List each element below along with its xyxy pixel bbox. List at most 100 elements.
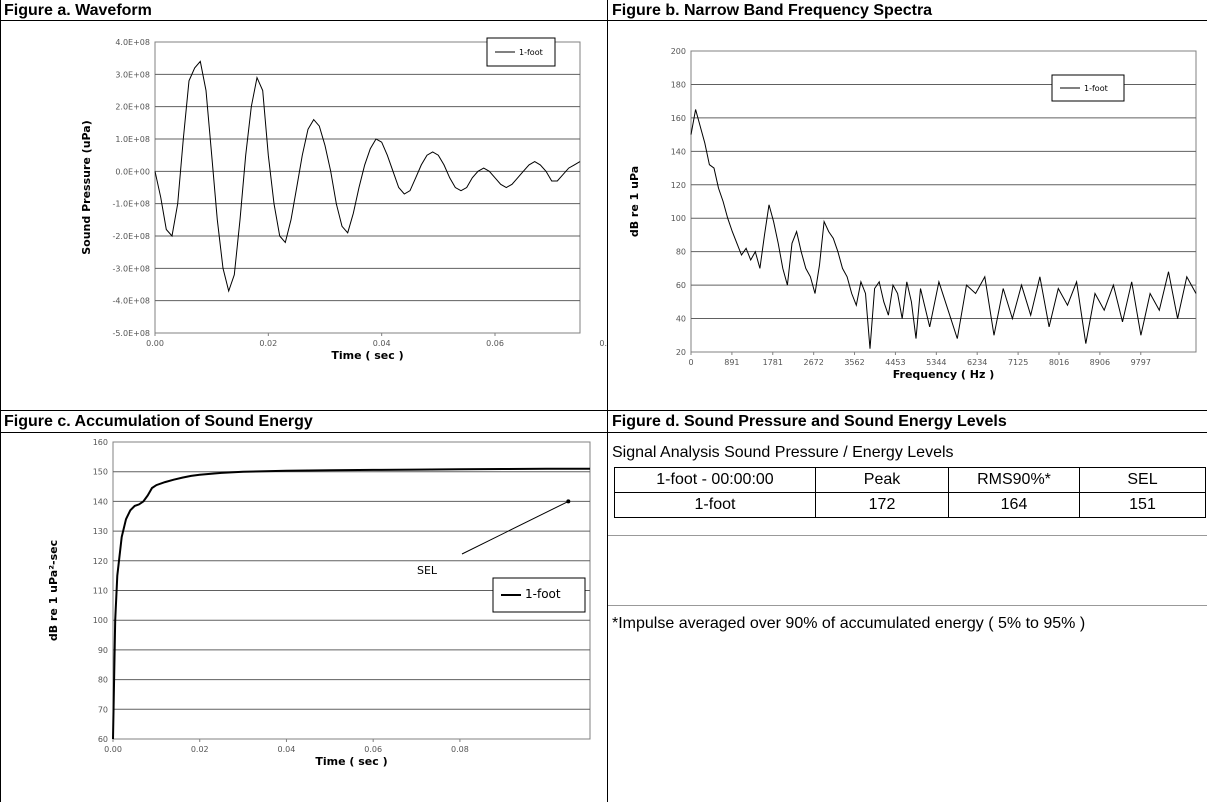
row-cell-id: 1-foot: [614, 492, 816, 518]
table-row: 1-foot 172 164 151: [614, 492, 1206, 518]
annotation-label: SEL: [417, 564, 438, 577]
y-tick-label: 1.0E+08: [115, 135, 150, 144]
y-tick-label: -5.0E+08: [112, 329, 150, 338]
y-tick-label: 160: [93, 438, 108, 447]
y-tick-label: 80: [98, 676, 108, 685]
table-footnote: *Impulse averaged over 90% of accumulate…: [612, 615, 1086, 632]
panel-a: Figure a. Waveform 4.0E+08 3.0E+08 2.0E+08…: [0, 0, 607, 410]
x-tick-label: 8016: [1049, 358, 1069, 367]
x-tick-label: 0: [688, 358, 693, 367]
x-tick-label: 3562: [844, 358, 864, 367]
levels-table: 1-foot - 00:00:00 Peak RMS90%* SEL 1-foo…: [614, 467, 1206, 518]
spectrum-chart: 200 180 160 140 120 100 80 60 40 200 891 1781 2672 35…: [628, 47, 1197, 381]
y-tick-label: 80: [676, 248, 686, 257]
x-tick-label: 0.02: [191, 745, 209, 754]
annotation-leader: [461, 500, 569, 555]
y-axis-label: dB re 1 uPa: [628, 166, 641, 237]
x-tick-label: 1781: [763, 358, 783, 367]
table-header-row: 1-foot - 00:00:00 Peak RMS90%* SEL: [614, 467, 1206, 493]
footnote-rule: [608, 605, 1207, 606]
x-tick-label: 0.02: [259, 339, 277, 348]
x-axis-label: Frequency ( Hz ): [893, 368, 995, 381]
panel-d: Figure d. Sound Pressure and Sound Energ…: [608, 411, 1207, 802]
annotation-point: [566, 499, 571, 504]
x-tick-label: 891: [724, 358, 739, 367]
y-tick-label: 3.0E+08: [115, 70, 150, 79]
y-tick-label: -4.0E+08: [112, 297, 150, 306]
y-tick-label: 160: [671, 114, 686, 123]
y-tick-label: 0.0E+00: [115, 167, 150, 176]
legend-box: [486, 37, 556, 67]
panel-divider-left-edge: [0, 0, 1, 802]
panel-divider-top: [0, 20, 1207, 21]
panel-divider-vertical: [607, 0, 608, 802]
panel-d-title: Figure d. Sound Pressure and Sound Energ…: [612, 413, 1007, 430]
x-tick-label: 0.00: [104, 745, 122, 754]
header-cell-id: 1-foot - 00:00:00: [614, 467, 816, 493]
y-tick-label: 2.0E+08: [115, 103, 150, 112]
energy-chart: 160 150 140 130 120 110 100 90 80 70 600.00 0.02 0.0…: [47, 438, 591, 768]
header-cell-rms: RMS90%*: [948, 467, 1080, 493]
row-cell-sel: 151: [1079, 492, 1206, 518]
y-tick-label: 60: [98, 735, 108, 744]
y-tick-label: 60: [676, 281, 686, 290]
y-tick-label: -1.0E+08: [112, 200, 150, 209]
series-line: [154, 60, 581, 293]
y-tick-label: 140: [93, 497, 108, 506]
y-tick-label: 120: [671, 181, 686, 190]
panel-divider-middle-bottom: [0, 432, 1207, 433]
y-axis-label: dB re 1 uPa²-sec: [47, 540, 60, 641]
plot-area: [154, 41, 581, 334]
x-tick-label: 4453: [885, 358, 905, 367]
x-tick-label: 5344: [926, 358, 946, 367]
x-tick-label: 2672: [803, 358, 823, 367]
row-cell-rms: 164: [948, 492, 1080, 518]
x-tick-label: 0.04: [278, 745, 296, 754]
y-axis-label: Sound Pressure (uPa): [80, 120, 93, 255]
y-tick-label: 90: [98, 646, 108, 655]
y-tick-label: 130: [93, 527, 108, 536]
legend-label: 1-foot: [525, 587, 561, 601]
y-tick-label: 120: [93, 557, 108, 566]
x-tick-label: 0.06: [364, 745, 382, 754]
table-caption: Signal Analysis Sound Pressure / Energy …: [612, 444, 954, 461]
table-bottom-rule: [608, 535, 1207, 536]
x-tick-label: 8906: [1090, 358, 1110, 367]
x-tick-label: 0.00: [146, 339, 164, 348]
panel-b-title: Figure b. Narrow Band Frequency Spectra: [612, 2, 933, 19]
panel-c: Figure c. Accumulation of Sound Energy 1…: [0, 411, 607, 802]
y-tick-label: 100: [93, 616, 108, 625]
plot-area: [690, 50, 1197, 353]
y-tick-label: -2.0E+08: [112, 232, 150, 241]
y-tick-label: 140: [671, 147, 686, 156]
y-tick-label: 200: [671, 47, 686, 56]
x-tick-label: 0.08: [451, 745, 469, 754]
legend-label: 1-foot: [1084, 84, 1108, 93]
x-axis-label: Time ( sec ): [315, 755, 387, 768]
header-cell-peak: Peak: [815, 467, 949, 493]
x-axis-label: Time ( sec ): [331, 349, 403, 362]
y-tick-label: 100: [671, 214, 686, 223]
legend-label: 1-foot: [519, 48, 543, 57]
x-tick-label: 6234: [967, 358, 987, 367]
x-tick-label: 0.08: [599, 339, 607, 348]
x-tick-label: 0.06: [486, 339, 504, 348]
y-tick-label: 4.0E+08: [115, 38, 150, 47]
y-tick-label: 150: [93, 468, 108, 477]
y-tick-label: -3.0E+08: [112, 264, 150, 273]
x-tick-label: 9797: [1131, 358, 1151, 367]
waveform-chart: 4.0E+08 3.0E+08 2.0E+08 1.0E+08 0.0E+00 -1.0E…: [80, 37, 607, 362]
panel-a-title: Figure a. Waveform: [4, 2, 152, 19]
y-tick-label: 180: [671, 80, 686, 89]
panel-b: Figure b. Narrow Band Frequency Spectra …: [608, 0, 1207, 410]
panel-divider-middle-top: [0, 410, 1207, 411]
x-tick-label: 0.04: [373, 339, 391, 348]
series-line: [690, 109, 1197, 349]
y-tick-label: 40: [676, 315, 686, 324]
header-cell-sel: SEL: [1079, 467, 1206, 493]
y-tick-label: 70: [98, 705, 108, 714]
x-tick-label: 7125: [1008, 358, 1028, 367]
y-tick-label: 20: [676, 348, 686, 357]
panel-c-title: Figure c. Accumulation of Sound Energy: [4, 413, 313, 430]
row-cell-peak: 172: [815, 492, 949, 518]
